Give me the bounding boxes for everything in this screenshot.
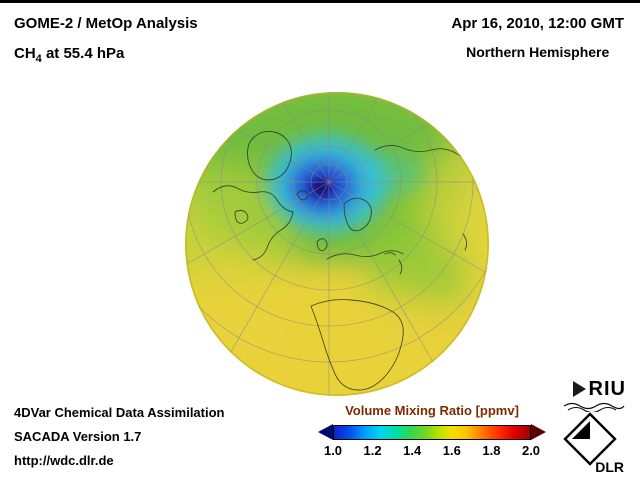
colorbar-tick: 1.6: [442, 443, 461, 458]
colorbar-bar: [318, 424, 546, 440]
species-symbol: CH: [14, 45, 36, 62]
colorbar-tick: 1.8: [482, 443, 501, 458]
riu-triangle-icon: [572, 381, 586, 397]
version-label: SACADA Version 1.7: [14, 429, 142, 444]
colorbar-tick: 1.4: [403, 443, 422, 458]
species-subscript: 4: [35, 53, 42, 65]
footer-left: 4DVar Chemical Data Assimilation SACADA …: [14, 405, 225, 477]
colorbar: Volume Mixing Ratio [ppmv] 1.0 1.2 1.4 1…: [318, 403, 546, 459]
colorbar-ticks: 1.0 1.2 1.4 1.6 1.8 2.0: [324, 443, 540, 459]
colorbar-gradient: [333, 424, 531, 440]
colorbar-tick: 1.2: [363, 443, 382, 458]
website-url: http://wdc.dlr.de: [14, 453, 114, 468]
assimilation-label: 4DVar Chemical Data Assimilation: [14, 405, 225, 420]
colorbar-right-arrow: [531, 424, 546, 440]
species-level-label: CH4 at 55.4 hPa: [14, 45, 198, 65]
colorbar-left-arrow: [318, 424, 333, 440]
dlr-diamond-icon: [563, 412, 617, 466]
graticule: [185, 92, 489, 396]
globe-limb: [185, 92, 489, 396]
coastlines: [212, 131, 480, 391]
riu-text: RIU: [588, 378, 626, 400]
datetime-label: Apr 16, 2010, 12:00 GMT: [451, 15, 624, 32]
header-right: Apr 16, 2010, 12:00 GMT Northern Hemisph…: [451, 15, 624, 60]
globe-map: [177, 84, 497, 404]
methane-field: [185, 92, 489, 396]
analysis-title: GOME-2 / MetOp Analysis: [14, 15, 198, 32]
colorbar-title: Volume Mixing Ratio [ppmv]: [345, 403, 519, 418]
riu-logo: RIU: [562, 379, 626, 417]
globe-svg: [185, 92, 489, 396]
colorbar-tick: 1.0: [323, 443, 343, 458]
colorbar-tick: 2.0: [521, 443, 541, 458]
dlr-text: DLR: [595, 459, 624, 475]
hemisphere-label: Northern Hemisphere: [466, 44, 610, 60]
header-left: GOME-2 / MetOp Analysis CH4 at 55.4 hPa: [14, 15, 198, 65]
dlr-logo: DLR: [562, 411, 624, 475]
pressure-level: at 55.4 hPa: [41, 45, 125, 62]
